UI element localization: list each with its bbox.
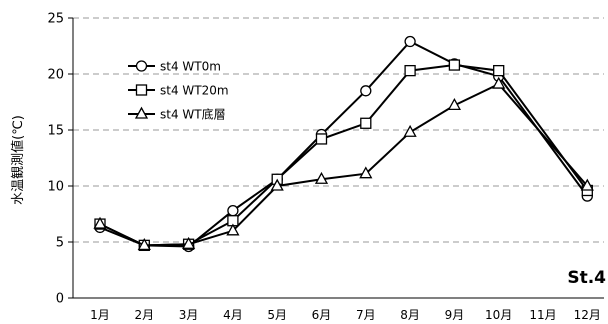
legend-label-circle: st4 WT0m	[160, 60, 221, 74]
y-tick-label-10: 10	[47, 180, 64, 195]
point-triangle-9	[447, 98, 461, 111]
x-tick-label-9: 9月	[445, 308, 465, 322]
x-tick-label-3: 3月	[179, 308, 199, 322]
point-square-10	[493, 64, 505, 77]
x-tick-label-1: 1月	[90, 308, 110, 322]
x-tick-label-8: 8月	[400, 308, 420, 322]
y-tick-label-25: 25	[47, 12, 64, 27]
legend-label-triangle: st4 WT底層	[160, 107, 226, 122]
point-triangle-8	[403, 124, 417, 137]
y-tick-label-5: 5	[56, 236, 64, 251]
point-square-7	[360, 117, 372, 129]
legend: st4 WT0m st4 WT20m st4 WT底層	[128, 60, 229, 122]
y-tick-label-20: 20	[47, 68, 64, 83]
point-triangle-1	[93, 216, 107, 229]
point-triangle-3	[182, 236, 196, 249]
series-group	[93, 35, 594, 253]
axes	[72, 18, 604, 299]
point-triangle-10	[492, 76, 506, 89]
x-tick-label-12: 12月	[574, 308, 601, 322]
station-annotation: St.4	[567, 268, 606, 288]
x-tick-label-4: 4月	[223, 308, 243, 322]
x-tick-label-5: 5月	[267, 308, 287, 322]
legend-marker-triangle	[134, 106, 149, 119]
point-circle-7	[360, 85, 372, 97]
legend-label-square: st4 WT20m	[160, 84, 229, 98]
y-tick-label-0: 0	[56, 292, 64, 307]
y-tick-label-15: 15	[47, 124, 64, 139]
x-axis-ticks: 1月 2月 3月 4月 5月 6月 7月 8月 9月 10月 11月 12月	[90, 308, 601, 322]
legend-entry-circle: st4 WT0m	[128, 60, 221, 74]
x-tick-label-6: 6月	[312, 308, 332, 322]
point-square-6	[315, 133, 328, 145]
x-tick-label-11: 11月	[529, 308, 556, 322]
legend-entry-square: st4 WT20m	[128, 84, 229, 98]
point-triangle-5	[270, 178, 284, 191]
x-tick-label-10: 10月	[485, 308, 512, 322]
y-axis-title: 水温観測値(℃)	[10, 115, 26, 205]
legend-marker-square	[135, 84, 148, 96]
point-square-9	[448, 59, 461, 71]
legend-entry-triangle: st4 WT底層	[128, 107, 226, 122]
series-triangle	[93, 76, 594, 251]
point-circle-4	[227, 204, 239, 217]
point-square-8	[404, 64, 416, 77]
legend-marker-circle	[135, 60, 148, 72]
point-circle-8	[404, 35, 416, 48]
point-triangle-12	[580, 178, 594, 191]
point-triangle-2	[137, 238, 151, 251]
point-triangle-6	[314, 171, 329, 184]
x-tick-label-2: 2月	[134, 308, 154, 322]
point-triangle-4	[226, 223, 240, 236]
y-axis-ticks: 0 5 10 15 20 25	[47, 12, 73, 307]
x-tick-label-7: 7月	[356, 308, 376, 322]
point-triangle-7	[359, 166, 373, 179]
gridlines	[73, 17, 604, 243]
